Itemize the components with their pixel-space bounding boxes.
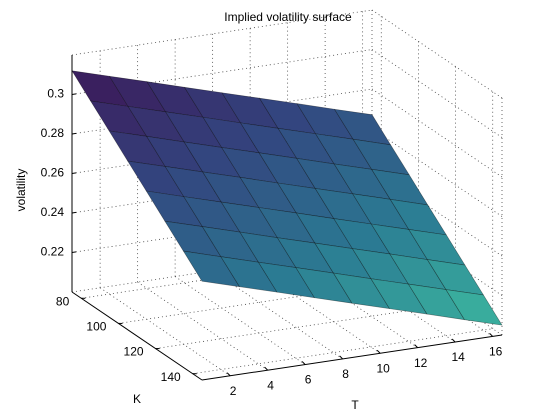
x-axis-line	[201, 334, 503, 381]
y-axis-label: K	[133, 392, 141, 406]
x-tick-label: 6	[305, 373, 312, 387]
tick-mark	[71, 132, 77, 135]
tick-mark	[71, 93, 77, 95]
tick-mark	[226, 372, 231, 377]
x-tick-label: 12	[414, 356, 428, 370]
surface-patch	[445, 289, 503, 326]
grid-line	[192, 328, 493, 375]
grid-line	[71, 49, 373, 95]
x-tick-label: 8	[342, 367, 349, 381]
box-edge	[71, 9, 373, 56]
tick-mark	[376, 349, 381, 354]
x-tick-label: 14	[451, 350, 465, 364]
x-tick-label: 16	[489, 345, 503, 359]
z-tick-label: 0.24	[41, 205, 65, 219]
y-tick-label: 100	[86, 320, 106, 334]
y-tick-label: 140	[161, 370, 181, 384]
tick-mark	[71, 211, 77, 214]
y-axis-line	[71, 291, 203, 381]
tick-mark	[339, 355, 343, 360]
surface-layer	[71, 70, 503, 326]
grid-line	[71, 88, 373, 135]
y-tick-label: 80	[56, 294, 70, 308]
axes-layer: 2 4 6 8 10 12 14 16 80 100 120 140 0.22 0.24 0.26 0.28 0…	[41, 55, 503, 398]
tick-mark	[489, 333, 493, 337]
z-tick-label: 0.22	[41, 245, 65, 259]
grid-line	[155, 303, 456, 349]
tick-mark	[71, 251, 77, 253]
tick-mark	[451, 338, 456, 343]
z-tick-label: 0.28	[41, 126, 65, 140]
y-tick-label: 120	[124, 345, 144, 359]
x-tick-label: 4	[267, 378, 274, 392]
x-tick-label: 2	[230, 384, 237, 398]
tick-mark	[71, 172, 77, 174]
x-axis-label: T	[351, 398, 359, 412]
z-tick-label: 0.26	[41, 166, 65, 180]
tick-mark	[414, 344, 418, 349]
x-tick-label: 10	[376, 361, 390, 375]
z-tick-label: 0.3	[47, 87, 64, 101]
chart-title: Implied volatility surface	[224, 10, 352, 24]
z-axis-label: volatility	[14, 169, 28, 212]
tick-mark	[301, 361, 306, 365]
tick-mark	[264, 366, 268, 371]
